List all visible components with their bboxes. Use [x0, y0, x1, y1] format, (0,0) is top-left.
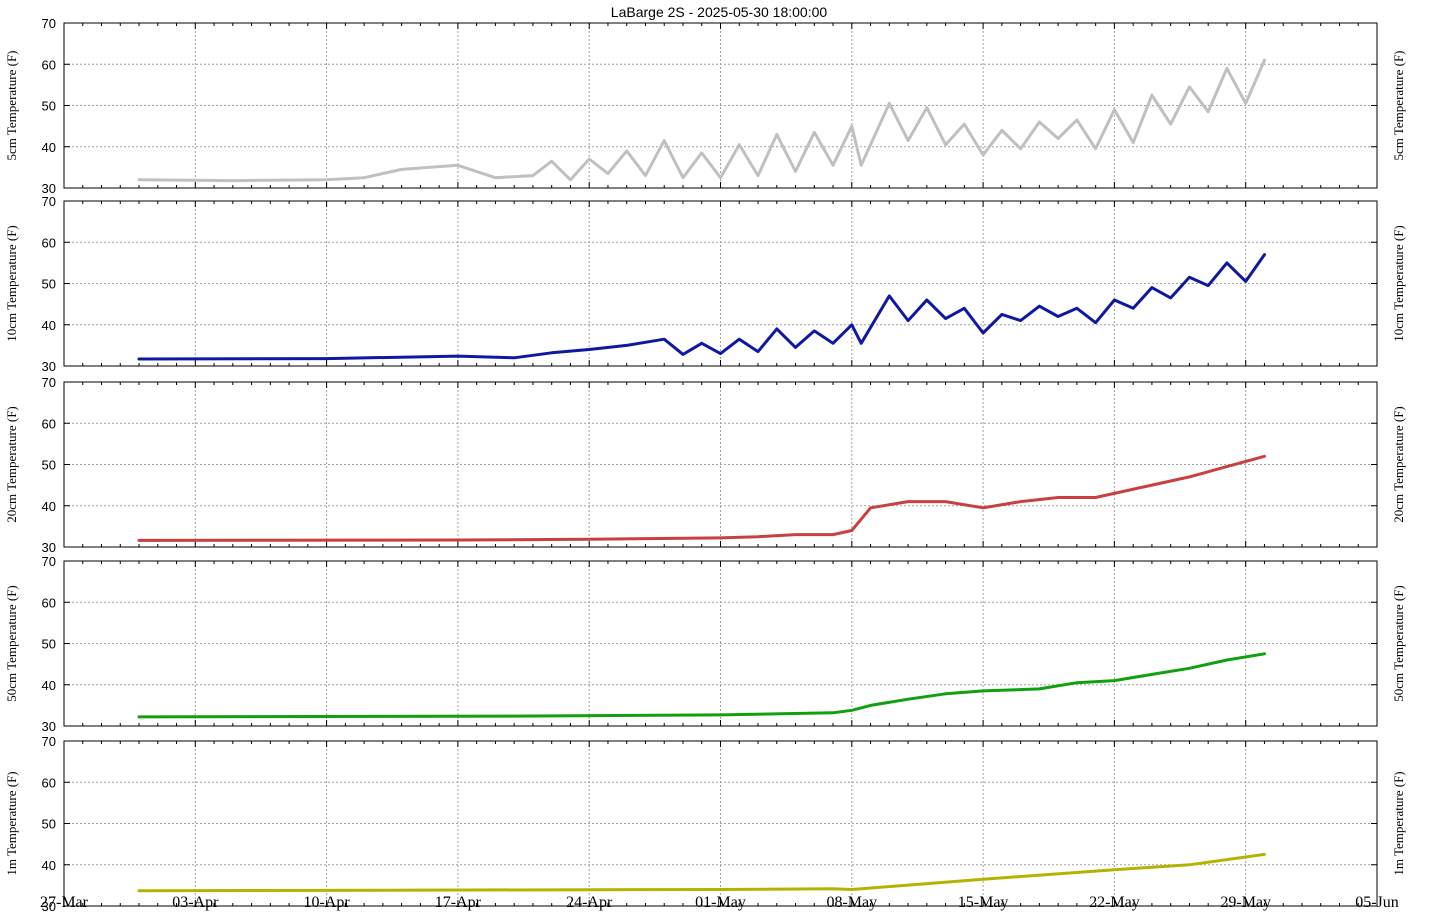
y-tick-label: 40 — [42, 140, 56, 155]
y-axis-label-left: 20cm Temperature (F) — [4, 406, 19, 523]
series-line-3 — [137, 454, 1266, 542]
x-tick-label: 24-Apr — [566, 894, 613, 911]
y-tick-label: 30 — [42, 181, 56, 196]
y-axis-label-right: 1m Temperature (F) — [1391, 771, 1406, 875]
panel-frame — [63, 200, 1378, 367]
y-axis-label-right: 5cm Temperature (F) — [1391, 50, 1406, 160]
y-tick-label: 50 — [42, 458, 56, 473]
y-tick-label: 40 — [42, 858, 56, 873]
panel-5: 30 40 50 60 70 1m Temperature (F) 1m Temperatu… — [4, 734, 1406, 914]
y-tick-label: 60 — [42, 416, 56, 431]
y-tick-label: 30 — [42, 540, 56, 555]
y-tick-label: 60 — [42, 57, 56, 72]
y-tick-label: 60 — [42, 595, 56, 610]
y-axis-label-left: 1m Temperature (F) — [4, 771, 19, 875]
y-tick-label: 50 — [42, 817, 56, 832]
panel-3: 30 40 50 60 70 20cm Temperature (F) 20cm Tempe… — [4, 375, 1406, 555]
y-axis-label-left: 10cm Temperature (F) — [4, 225, 19, 342]
x-tick-label: 27-Mar — [40, 894, 89, 911]
y-tick-label: 50 — [42, 277, 56, 292]
y-axis-label-left: 5cm Temperature (F) — [4, 50, 19, 160]
y-tick-label: 50 — [42, 99, 56, 114]
chart-title: LaBarge 2S - 2025-05-30 18:00:00 — [611, 4, 828, 20]
y-tick-label: 40 — [42, 678, 56, 693]
y-tick-label: 30 — [42, 719, 56, 734]
y-axis-label-left: 50cm Temperature (F) — [4, 585, 19, 702]
y-tick-label: 60 — [42, 775, 56, 790]
x-tick-label: 15-May — [958, 894, 1009, 911]
x-tick-label: 29-May — [1220, 894, 1271, 911]
y-axis-label-right: 50cm Temperature (F) — [1391, 585, 1406, 702]
y-tick-label: 70 — [42, 734, 56, 749]
y-tick-label: 50 — [42, 637, 56, 652]
y-tick-label: 70 — [42, 16, 56, 31]
y-tick-label: 70 — [42, 375, 56, 390]
x-tick-label: 05-Jun — [1355, 894, 1399, 911]
panel-frame — [63, 22, 1378, 189]
x-tick-label: 22-May — [1089, 894, 1140, 911]
y-tick-label: 40 — [42, 318, 56, 333]
panel-1: 30 40 50 60 70 5cm Temperature (F) 5cm Tempera… — [4, 16, 1406, 196]
panel-4: 30 40 50 60 70 50cm Temperature (F) 50cm Tempe… — [4, 554, 1406, 734]
x-tick-label: 01-May — [695, 894, 746, 911]
y-tick-label: 30 — [42, 899, 56, 914]
y-axis-label-right: 10cm Temperature (F) — [1391, 225, 1406, 342]
y-tick-label: 40 — [42, 499, 56, 514]
panel-frame — [63, 740, 1378, 907]
x-axis-labels: 27-Mar 03-Apr 10-Apr 17-Apr 24-Apr 01-May 08-M… — [40, 894, 1399, 911]
x-tick-label: 17-Apr — [435, 894, 482, 911]
panel-frame — [63, 560, 1378, 727]
y-tick-label: 60 — [42, 235, 56, 250]
x-tick-label: 03-Apr — [172, 894, 219, 911]
series-line-2 — [137, 253, 1266, 361]
series-line-5 — [137, 852, 1266, 893]
series-line-4 — [137, 652, 1266, 719]
y-tick-label: 70 — [42, 194, 56, 209]
x-tick-label: 10-Apr — [303, 894, 350, 911]
panel-frame — [63, 381, 1378, 548]
y-tick-label: 30 — [42, 359, 56, 374]
panels: 30 40 50 60 70 5cm Temperature (F) 5cm Tempera… — [4, 16, 1406, 914]
x-tick-label: 08-May — [826, 894, 877, 911]
y-tick-label: 70 — [42, 554, 56, 569]
panel-2: 30 40 50 60 70 10cm Temperature (F) 10cm Tempe… — [4, 194, 1406, 374]
series-line-1 — [137, 58, 1266, 183]
y-axis-label-right: 20cm Temperature (F) — [1391, 406, 1406, 523]
